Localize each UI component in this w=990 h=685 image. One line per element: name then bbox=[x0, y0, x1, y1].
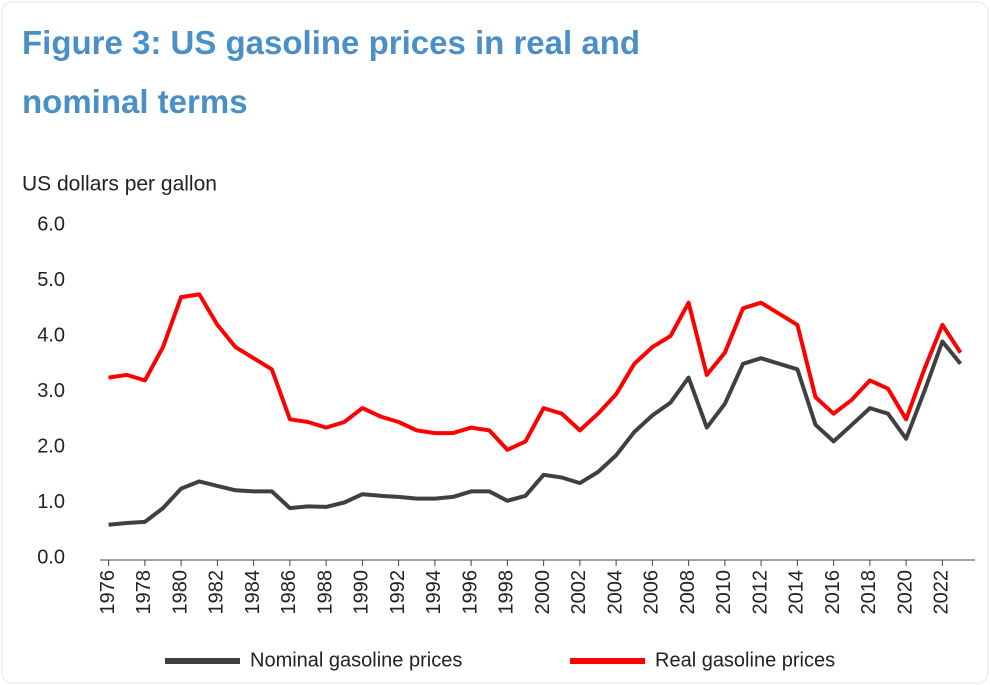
y-tick-label: 0.0 bbox=[37, 546, 65, 568]
x-tick-label: 2006 bbox=[641, 570, 663, 615]
x-tick-label: 1978 bbox=[133, 570, 155, 615]
x-tick-label: 2016 bbox=[822, 570, 844, 615]
y-tick-label: 4.0 bbox=[37, 324, 65, 346]
x-tick-label: 2010 bbox=[713, 570, 735, 615]
y-tick-label: 5.0 bbox=[37, 269, 65, 291]
line-series bbox=[108, 339, 963, 527]
y-axis-label: US dollars per gallon bbox=[22, 173, 217, 196]
y-tick-label: 1.0 bbox=[37, 491, 65, 513]
x-tick-label: 1976 bbox=[97, 570, 119, 615]
x-tick-label: 1994 bbox=[423, 570, 445, 615]
x-tick-label: 1990 bbox=[351, 570, 373, 615]
x-tick-label: 2018 bbox=[858, 570, 880, 615]
legend-label: Nominal gasoline prices bbox=[250, 649, 462, 671]
y-tick-label: 3.0 bbox=[37, 380, 65, 402]
y-tick-label: 6.0 bbox=[37, 213, 65, 235]
x-tick-label: 1996 bbox=[459, 570, 481, 615]
x-tick-label: 1988 bbox=[314, 570, 336, 615]
x-tick-label: 1982 bbox=[206, 570, 228, 615]
y-tick-label: 2.0 bbox=[37, 435, 65, 457]
x-tick-label: 2012 bbox=[749, 570, 771, 615]
x-tick-label: 2000 bbox=[532, 570, 554, 615]
x-tick-label: 2014 bbox=[786, 570, 808, 615]
x-tick-label: 1980 bbox=[169, 570, 191, 615]
x-tick-label: 2022 bbox=[931, 570, 953, 615]
line-series bbox=[108, 292, 963, 452]
x-tick-label: 2002 bbox=[568, 570, 590, 615]
x-tick-label: 1986 bbox=[278, 570, 300, 615]
x-tick-label: 2008 bbox=[677, 570, 699, 615]
x-tick-label: 1992 bbox=[387, 570, 409, 615]
x-tick-label: 1998 bbox=[496, 570, 518, 615]
legend-label: Real gasoline prices bbox=[655, 649, 835, 671]
x-tick-label: 2004 bbox=[604, 570, 626, 615]
chart-title: Figure 3: US gasoline prices in real and… bbox=[22, 24, 640, 120]
x-tick-label: 1984 bbox=[242, 570, 264, 615]
x-tick-label: 2020 bbox=[894, 570, 916, 615]
